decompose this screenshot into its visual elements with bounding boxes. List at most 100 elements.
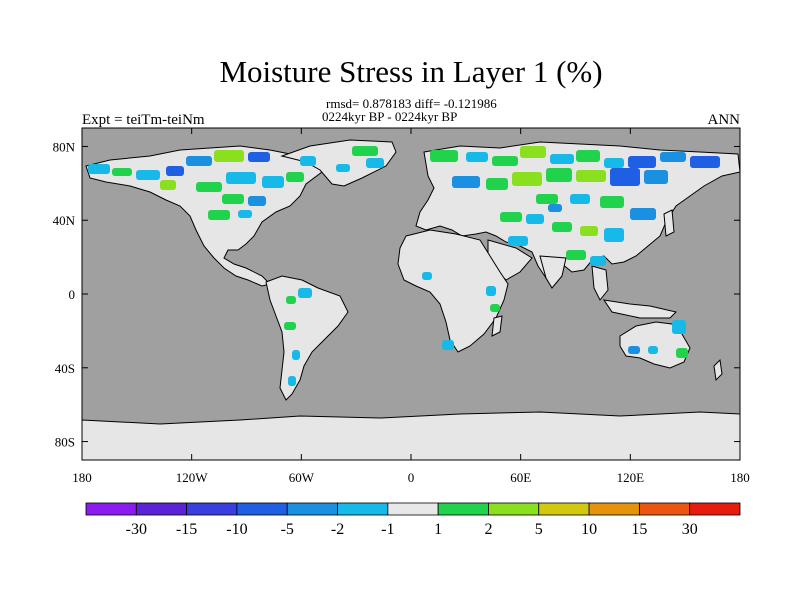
anomaly-patch xyxy=(672,320,686,334)
anomaly-patch xyxy=(526,214,544,224)
colorbar-box xyxy=(689,502,741,516)
colorbar-box xyxy=(337,502,389,516)
anomaly-patch xyxy=(550,154,574,164)
land-new-zealand xyxy=(713,358,723,382)
anomaly-patch xyxy=(300,156,316,166)
season-label: ANN xyxy=(708,112,741,128)
anomaly-patch xyxy=(222,194,244,204)
land-madagascar xyxy=(491,315,503,337)
anomaly-patch xyxy=(166,166,184,176)
colorbar-label: -10 xyxy=(226,521,247,538)
experiment-label: Expt = teiTm-teiNm xyxy=(82,112,205,128)
colorbar-label: 2 xyxy=(484,521,492,538)
anomaly-patch xyxy=(226,172,256,184)
anomaly-patch xyxy=(284,322,296,330)
anomaly-patch xyxy=(298,288,312,298)
anomaly-patch xyxy=(576,170,606,182)
anomaly-patch xyxy=(262,176,284,188)
colorbar-label: -1 xyxy=(381,521,394,538)
anomaly-patch xyxy=(442,340,454,350)
x-tick-label: 180 xyxy=(730,470,750,485)
colorbar-box xyxy=(186,502,238,516)
anomaly-patch xyxy=(576,150,600,162)
land-india xyxy=(539,255,567,289)
anomaly-patch xyxy=(430,150,458,162)
colorbar-label: -2 xyxy=(331,521,344,538)
anomaly-patch xyxy=(208,210,230,220)
colorbar: -30 -15 -10 -5 -2 -1 1 2 5 10 15 30 xyxy=(85,502,741,538)
colorbar-box xyxy=(236,502,288,516)
land-indonesia xyxy=(602,299,677,319)
anomaly-patch xyxy=(546,168,572,182)
colorbar-label: 10 xyxy=(581,521,597,538)
colorbar-label: 30 xyxy=(682,521,698,538)
y-tick-label: 80S xyxy=(55,435,75,450)
y-tick-label: 80N xyxy=(53,139,76,154)
colorbar-box xyxy=(437,502,489,516)
colorbar-label: 5 xyxy=(535,521,543,538)
longitude-axis: 180 120W 60W 0 60E 120E 180 xyxy=(72,128,750,485)
colorbar-label: -30 xyxy=(126,521,147,538)
x-tick-label: 60W xyxy=(289,470,315,485)
anomaly-patch xyxy=(136,170,160,180)
colorbar-label: 1 xyxy=(434,521,442,538)
anomaly-patch xyxy=(604,228,624,242)
colorbar-box xyxy=(538,502,590,516)
anomaly-patch xyxy=(648,346,658,354)
anomaly-patch xyxy=(676,348,688,358)
anomaly-patch xyxy=(490,304,500,312)
anomaly-patch xyxy=(452,176,480,188)
x-tick-label: 60E xyxy=(510,470,531,485)
colorbar-box xyxy=(286,502,338,516)
x-tick-label: 120E xyxy=(617,470,645,485)
anomaly-patch xyxy=(690,156,720,168)
anomaly-patch xyxy=(214,150,244,162)
anomaly-patch xyxy=(536,194,558,204)
anomaly-patch xyxy=(112,168,132,176)
anomaly-patch xyxy=(286,172,304,182)
y-tick-label: 40N xyxy=(53,213,76,228)
anomaly-patch xyxy=(336,164,350,172)
anomaly-patch xyxy=(466,152,488,162)
anomaly-patch xyxy=(88,164,110,174)
anomaly-patch xyxy=(628,156,656,168)
anomaly-patch xyxy=(486,286,496,296)
land-australia xyxy=(619,321,691,369)
land-southeast-asia xyxy=(591,265,609,301)
anomaly-patch xyxy=(248,196,266,206)
y-tick-label: 40S xyxy=(55,361,75,376)
land-antarctica xyxy=(82,411,740,460)
colorbar-box xyxy=(588,502,640,516)
anomaly-patches xyxy=(88,146,720,386)
colorbar-box xyxy=(488,502,540,516)
x-tick-label: 180 xyxy=(72,470,92,485)
colorbar-box xyxy=(135,502,188,516)
anomaly-patch xyxy=(590,256,606,266)
anomaly-patch xyxy=(570,194,590,204)
anomaly-patch xyxy=(248,152,270,162)
anomaly-patch xyxy=(628,346,640,354)
anomaly-patch xyxy=(520,146,546,158)
anomaly-patch xyxy=(160,180,176,190)
anomaly-patch xyxy=(630,208,656,220)
latitude-axis: 80N 40N 0 40S 80S xyxy=(53,139,740,450)
anomaly-patch xyxy=(366,158,384,168)
colorbar-label: 15 xyxy=(631,521,647,538)
anomaly-patch xyxy=(292,350,300,360)
anomaly-patch xyxy=(492,156,518,166)
anomaly-patch xyxy=(552,222,572,232)
x-tick-label: 0 xyxy=(408,470,415,485)
anomaly-patch xyxy=(288,376,296,386)
anomaly-patch xyxy=(186,156,212,166)
anomaly-patch xyxy=(196,182,222,192)
colorbar-box xyxy=(85,502,137,516)
land-south-america xyxy=(265,275,349,401)
anomaly-patch xyxy=(500,212,522,222)
land-africa xyxy=(397,229,509,353)
stats-line: rmsd= 0.878183 diff= -0.121986 xyxy=(326,96,497,111)
colorbar-box xyxy=(638,502,691,516)
anomaly-patch xyxy=(610,168,640,186)
anomaly-patch xyxy=(548,204,562,212)
